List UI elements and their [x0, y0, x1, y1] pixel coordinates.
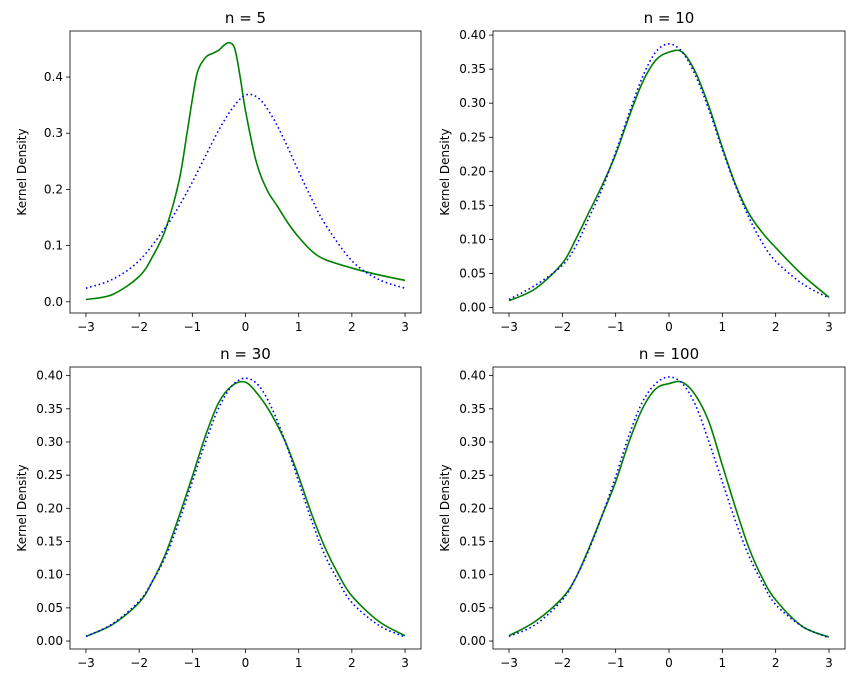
- x-tick-label: 1: [719, 320, 727, 334]
- y-tick-label: 0.35: [36, 402, 63, 416]
- x-tick-label: 0: [242, 656, 250, 670]
- plot-area: [493, 31, 845, 313]
- subplot-title: n = 5: [225, 9, 266, 27]
- x-tick-label: −1: [183, 656, 201, 670]
- y-tick-label: 0.30: [36, 435, 63, 449]
- y-tick-label: 0.30: [459, 435, 486, 449]
- y-tick-label: 0.35: [459, 62, 486, 76]
- kernel-density-line: [508, 380, 830, 638]
- subplot-2: −3 −2 −1 0 1 2 3 0.00 0.05 0.10 0.15 0.20 0.25 0.30 0.…: [438, 9, 846, 334]
- axes-frame: [69, 30, 422, 314]
- x-tick-label: −3: [77, 656, 95, 670]
- plot-area: [70, 367, 421, 649]
- x-tick-label: −1: [607, 656, 625, 670]
- y-tick-label: 0.25: [459, 468, 486, 482]
- y-axis-label: Kernel Density: [15, 128, 29, 215]
- y-tick-label: 0.00: [459, 634, 486, 648]
- y-tick-label: 0.15: [459, 535, 486, 549]
- subplot-title: n = 30: [220, 345, 271, 363]
- x-tick-label: 3: [825, 320, 833, 334]
- plot-area: [493, 367, 845, 649]
- y-tick-label: 0.10: [459, 568, 486, 582]
- y-tick-label: 0.25: [459, 130, 486, 144]
- x-tick-label: −3: [77, 320, 95, 334]
- y-tick-label: 0.25: [36, 468, 63, 482]
- normal-density-line: [508, 376, 830, 639]
- y-tick-label: 0.20: [459, 164, 486, 178]
- y-tick-label: 0.3: [44, 126, 63, 140]
- x-tick-label: −1: [183, 320, 201, 334]
- x-tick-label: 3: [825, 656, 833, 670]
- y-axis-label: Kernel Density: [438, 128, 452, 215]
- x-tick-label: 2: [348, 656, 356, 670]
- x-tick-label: 0: [665, 320, 673, 334]
- subplot-4: −3 −2 −1 0 1 2 3 0.00 0.05 0.10 0.15 0.20 0.25 0.30 0.…: [438, 345, 846, 670]
- y-tick-label: 0.40: [459, 369, 486, 383]
- y-tick-label: 0.40: [36, 369, 63, 383]
- x-tick-label: 2: [772, 320, 780, 334]
- x-tick-label: 3: [401, 656, 409, 670]
- kernel-density-line: [85, 41, 406, 301]
- y-tick-label: 0.05: [459, 601, 486, 615]
- axes-frame: [69, 366, 422, 650]
- y-tick-label: 0.15: [36, 535, 63, 549]
- x-tick-label: −2: [130, 320, 148, 334]
- y-tick-label: 0.30: [459, 96, 486, 110]
- y-tick-label: 0.40: [459, 28, 486, 42]
- x-tick-label: 1: [295, 656, 303, 670]
- y-tick-label: 0.15: [459, 198, 486, 212]
- x-tick-label: −2: [553, 656, 571, 670]
- subplot-3: −3 −2 −1 0 1 2 3 0.00 0.05 0.10 0.15 0.20 0.25 0.30 0.…: [15, 345, 422, 670]
- x-tick-label: 1: [295, 320, 303, 334]
- y-axis-label: Kernel Density: [15, 464, 29, 551]
- axes-frame: [492, 366, 846, 650]
- plot-area: [70, 31, 421, 313]
- x-tick-label: 1: [719, 656, 727, 670]
- x-tick-label: −3: [500, 656, 518, 670]
- y-tick-label: 0.20: [36, 501, 63, 515]
- normal-density-line: [508, 43, 830, 301]
- subplot-1: −3 −2 −1 0 1 2 3 0.0 0.1 0.2 0.3 0.4 n = 5 Kernel Den…: [15, 9, 422, 334]
- x-tick-label: 3: [401, 320, 409, 334]
- y-tick-label: 0.10: [459, 232, 486, 246]
- y-axis-label: Kernel Density: [438, 464, 452, 551]
- y-tick-label: 0.1: [44, 239, 63, 253]
- axes-frame: [492, 30, 846, 314]
- x-tick-label: −3: [500, 320, 518, 334]
- kernel-density-line: [508, 49, 830, 302]
- y-tick-label: 0.05: [36, 601, 63, 615]
- subplot-title: n = 100: [639, 345, 699, 363]
- subplot-title: n = 10: [644, 9, 695, 27]
- y-tick-label: 0.20: [459, 501, 486, 515]
- y-tick-label: 0.0: [44, 295, 63, 309]
- y-tick-label: 0.10: [36, 568, 63, 582]
- x-tick-label: −2: [553, 320, 571, 334]
- y-tick-label: 0.2: [44, 182, 63, 196]
- y-tick-label: 0.05: [459, 266, 486, 280]
- y-tick-label: 0.4: [44, 70, 63, 84]
- x-tick-label: 2: [348, 320, 356, 334]
- y-tick-label: 0.35: [459, 402, 486, 416]
- y-tick-label: 0.00: [36, 634, 63, 648]
- y-tick-label: 0.00: [459, 301, 486, 315]
- x-tick-label: −1: [607, 320, 625, 334]
- x-tick-label: 0: [665, 656, 673, 670]
- x-tick-label: 2: [772, 656, 780, 670]
- x-tick-label: 0: [242, 320, 250, 334]
- x-tick-label: −2: [130, 656, 148, 670]
